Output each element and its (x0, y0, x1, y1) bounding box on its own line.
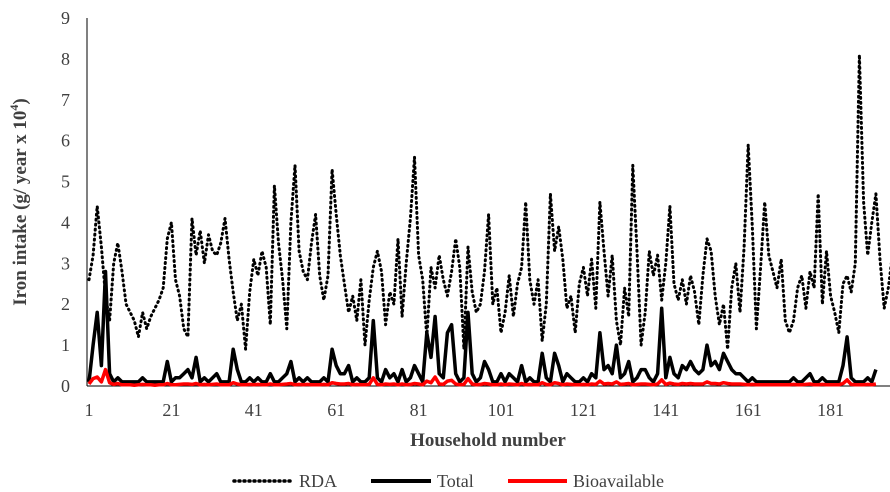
y-tick-label: 0 (61, 376, 70, 396)
legend-item-bioavailable: Bioavailable (508, 471, 664, 491)
series-layer (87, 53, 890, 387)
x-tick-label: 181 (817, 400, 844, 420)
y-tick-label: 4 (61, 212, 70, 232)
y-tick-label: 2 (61, 294, 70, 314)
legend: RDA Total Bioavailable (232, 471, 664, 491)
y-axis-title: Iron intake (g/ year x 104) (7, 98, 31, 305)
x-tick-label: 101 (488, 400, 515, 420)
series-line-total (87, 269, 878, 384)
x-axis-ticks: 1 21 41 61 81 101 121 141 161 181 (85, 400, 845, 420)
y-tick-label: 5 (61, 172, 70, 192)
x-tick-label: 41 (245, 400, 263, 420)
y-tick-label: 1 (61, 335, 70, 355)
x-axis-title: Household number (410, 430, 566, 451)
y-axis-ticks: 0 1 2 3 4 5 6 7 8 9 (61, 8, 70, 396)
legend-label-bioavailable: Bioavailable (573, 471, 664, 491)
x-tick-label: 81 (410, 400, 428, 420)
y-tick-label: 6 (61, 131, 70, 151)
y-tick-label: 7 (61, 90, 70, 110)
y-axis-title-superscript: 4 (7, 105, 21, 111)
x-tick-label: 161 (735, 400, 762, 420)
legend-item-rda: RDA (232, 471, 337, 491)
x-tick-label: 121 (570, 400, 597, 420)
y-tick-label: 3 (61, 253, 70, 273)
x-tick-label: 21 (162, 400, 180, 420)
legend-label-rda: RDA (299, 471, 337, 491)
y-tick-label: 9 (61, 8, 70, 28)
x-tick-label: 61 (327, 400, 345, 420)
y-axis-title-main: Iron intake (g/ year x 10 (10, 111, 31, 306)
series-line-bioavailable (87, 367, 877, 387)
y-axis-title-end: ) (10, 98, 31, 104)
legend-label-total: Total (437, 471, 474, 491)
legend-item-total: Total (371, 471, 474, 491)
y-tick-label: 8 (61, 49, 70, 69)
x-tick-label: 1 (85, 400, 94, 420)
x-tick-label: 141 (652, 400, 679, 420)
series-line-rda (87, 53, 890, 351)
